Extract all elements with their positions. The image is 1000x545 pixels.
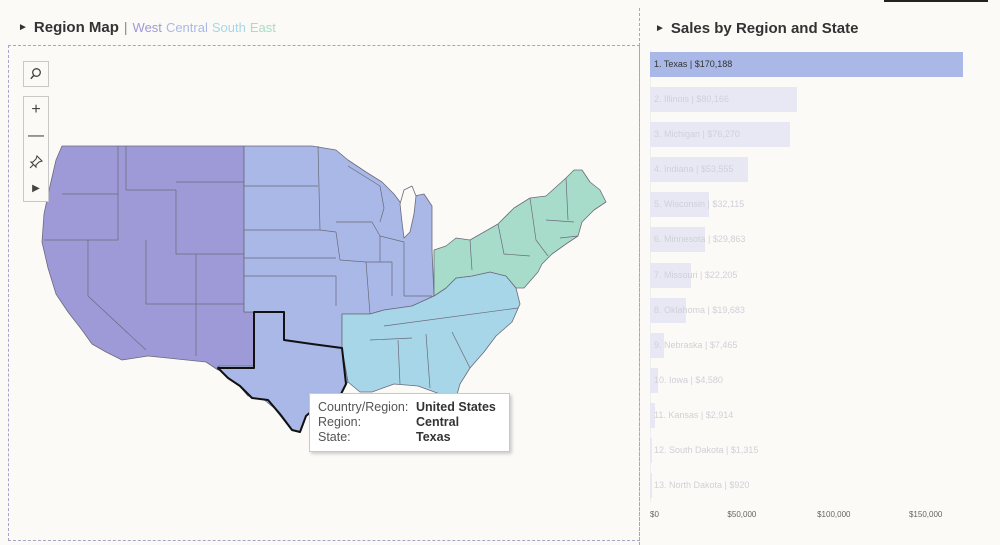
tooltip-key: Country/Region: (318, 400, 409, 414)
bar-mark[interactable] (650, 122, 791, 148)
bar-row[interactable]: 7. Missouri | $22,205 (650, 262, 990, 298)
tooltip-value: Texas (416, 430, 451, 444)
bar-mark[interactable] (650, 192, 710, 218)
tooltip-value: United States (416, 400, 496, 414)
expand-toolbar-button[interactable]: ▶ (24, 175, 48, 201)
bar-mark[interactable] (650, 402, 656, 428)
bar-label: 10. Iowa | $4,580 (654, 374, 723, 385)
lake-michigan (399, 185, 417, 239)
bar-row[interactable]: 8. Oklahoma | $19,683 (650, 297, 990, 333)
pin-icon (29, 155, 43, 169)
map-toolbar: + — ▶ (23, 96, 49, 202)
bar-row[interactable]: 12. South Dakota | $1,315 (650, 438, 990, 473)
collapse-triangle-icon[interactable]: ► (655, 22, 665, 34)
bar-row[interactable]: 3. Michigan | $76,270 (650, 122, 990, 157)
top-right-line (884, 0, 988, 2)
tooltip-row-state: State: Texas (318, 430, 501, 445)
bar-label: 7. Missouri | $22,205 (654, 269, 738, 280)
bar-label: 2. Illinois | $80,166 (654, 94, 729, 105)
bar-mark[interactable] (650, 262, 691, 288)
collapse-triangle-icon[interactable]: ► (18, 21, 28, 33)
play-arrow-icon: ▶ (32, 182, 40, 194)
tooltip-row-region: Region: Central (318, 415, 501, 430)
x-tick-label: $100,000 (817, 510, 851, 519)
map-region-west[interactable] (41, 145, 255, 371)
bar-label: 3. Michigan | $76,270 (654, 129, 740, 140)
bar-mark[interactable] (650, 52, 963, 77)
bar-mark[interactable] (650, 473, 652, 499)
bar-row[interactable]: 5. Wisconsin | $32,115 (650, 192, 990, 227)
bar-mark[interactable] (650, 332, 664, 358)
map-region-east[interactable] (433, 169, 607, 297)
bar-row[interactable]: 11. Kansas | $2,914 (650, 402, 990, 438)
bar-row[interactable]: 9. Nebraska | $7,465 (650, 332, 990, 368)
x-tick-label: $150,000 (908, 510, 943, 519)
bar-mark[interactable] (650, 297, 687, 323)
map-header: ► Region Map | West Central South East (18, 16, 280, 38)
title-separator: | (123, 19, 128, 35)
bar-mark[interactable] (650, 227, 705, 253)
bar-label: 5. Wisconsin | $32,115 (654, 199, 745, 210)
bar-mark[interactable] (650, 87, 798, 113)
bar-mark[interactable] (650, 157, 749, 183)
bar-header: ► Sales by Region and State (655, 18, 858, 38)
bar-row[interactable]: 1. Texas | $170,188 (650, 52, 990, 87)
bar-label: 8. Oklahoma | $19,683 (654, 304, 745, 315)
minus-icon: — (28, 127, 44, 144)
tooltip-row-country: Country/Region: United States (318, 400, 501, 415)
tooltip-key: State: (318, 430, 351, 444)
x-tick-label: $0 (650, 510, 659, 519)
panel-divider (639, 8, 640, 545)
bar-label: 9. Nebraska | $7,465 (654, 339, 738, 350)
bar-row[interactable]: 6. Minnesota | $29,863 (650, 227, 990, 262)
bar-mark[interactable] (650, 438, 653, 464)
bar-row[interactable]: 10. Iowa | $4,580 (650, 367, 990, 403)
bar-label: 1. Texas | $170,188 (654, 59, 733, 69)
x-axis: $0 $50,000 $100,000 $150,000 (650, 510, 990, 524)
bar-row[interactable]: 13. North Dakota | $920 (650, 473, 990, 508)
legend-east[interactable]: East (249, 19, 276, 35)
zoom-out-button[interactable]: — (24, 123, 48, 149)
top-strip (0, 0, 1000, 3)
legend-west[interactable]: West (132, 19, 162, 35)
bar-chart-title: Sales by Region and State (670, 19, 859, 37)
x-tick-label: $50,000 (727, 510, 757, 519)
bar-row[interactable]: 2. Illinois | $80,166 (650, 87, 990, 122)
legend-central[interactable]: Central (165, 19, 208, 35)
tooltip-value: Central (416, 415, 460, 429)
search-map-button[interactable] (23, 61, 49, 87)
map-title: Region Map (33, 18, 119, 36)
bar-label: 11. Kansas | $2,914 (654, 409, 734, 420)
us-region-map[interactable] (0, 0, 640, 545)
pin-button[interactable] (24, 149, 48, 175)
search-icon (30, 68, 41, 80)
legend-south[interactable]: South (211, 19, 246, 35)
plus-icon: + (31, 101, 41, 118)
bar-label: 6. Minnesota | $29,863 (654, 234, 746, 245)
bar-row[interactable]: 4. Indiana | $53,555 (650, 157, 990, 192)
bar-label: 12. South Dakota | $1,315 (654, 445, 759, 456)
zoom-in-button[interactable]: + (24, 97, 48, 123)
map-tooltip: Country/Region: United States Region: Ce… (309, 393, 510, 452)
bar-label: 13. North Dakota | $920 (654, 480, 750, 491)
bar-chart: 1. Texas | $170,188 2. Illinois | $80,166… (650, 52, 990, 508)
tooltip-key: Region: (318, 415, 362, 429)
bar-label: 4. Indiana | $53,555 (654, 164, 734, 175)
bar-mark[interactable] (650, 367, 659, 393)
